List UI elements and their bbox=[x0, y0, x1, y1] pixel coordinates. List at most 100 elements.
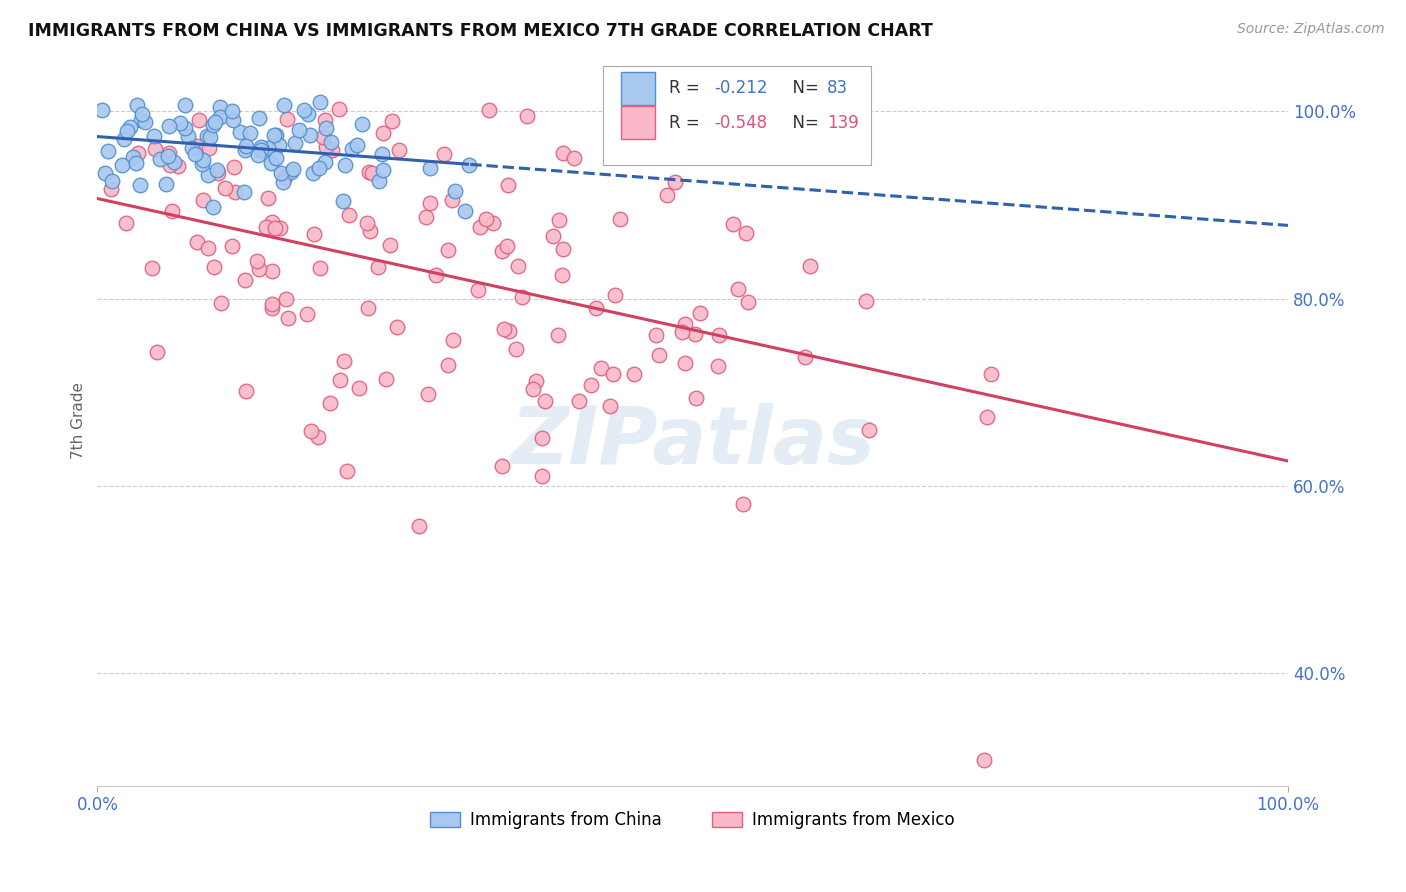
Point bbox=[263, 128, 285, 143]
Point bbox=[799, 260, 821, 274]
Point bbox=[689, 306, 711, 320]
Text: ZIPatlas: ZIPatlas bbox=[510, 403, 875, 482]
Point bbox=[209, 295, 232, 310]
Point bbox=[191, 193, 214, 207]
Point bbox=[114, 216, 136, 230]
Point bbox=[235, 273, 257, 287]
Point bbox=[368, 174, 391, 188]
Point bbox=[117, 124, 139, 138]
Point bbox=[371, 146, 394, 161]
Point bbox=[198, 130, 221, 145]
Point bbox=[257, 191, 280, 205]
Point bbox=[186, 235, 208, 249]
Point bbox=[315, 140, 337, 154]
Point bbox=[579, 377, 602, 392]
Point bbox=[246, 254, 269, 268]
Point bbox=[247, 111, 270, 125]
Point bbox=[304, 227, 326, 242]
Point bbox=[373, 127, 395, 141]
Point bbox=[415, 210, 437, 224]
Point bbox=[505, 343, 527, 357]
Point bbox=[707, 328, 730, 343]
Point bbox=[157, 149, 180, 163]
Point bbox=[321, 135, 343, 149]
Point bbox=[190, 157, 212, 171]
Legend: Immigrants from China, Immigrants from Mexico: Immigrants from China, Immigrants from M… bbox=[423, 805, 962, 836]
Point bbox=[737, 294, 759, 309]
Point bbox=[273, 169, 295, 184]
Point bbox=[129, 113, 152, 128]
Point bbox=[315, 120, 337, 135]
Point bbox=[145, 344, 167, 359]
Point bbox=[288, 122, 311, 136]
Point bbox=[568, 393, 591, 408]
Point bbox=[496, 239, 519, 253]
Point bbox=[157, 146, 180, 161]
Point bbox=[337, 208, 360, 222]
Point bbox=[207, 162, 229, 177]
Point bbox=[551, 243, 574, 257]
FancyBboxPatch shape bbox=[621, 72, 655, 105]
Text: 83: 83 bbox=[827, 79, 848, 97]
Point bbox=[408, 518, 430, 533]
Point bbox=[270, 166, 292, 180]
Point bbox=[267, 137, 290, 152]
Point bbox=[328, 102, 350, 116]
Point bbox=[259, 155, 281, 169]
Point bbox=[516, 109, 538, 123]
Point bbox=[524, 374, 547, 388]
Point bbox=[276, 112, 298, 127]
Point bbox=[973, 753, 995, 767]
Point bbox=[478, 103, 501, 117]
Point bbox=[603, 287, 626, 301]
Point bbox=[281, 161, 304, 176]
Point bbox=[685, 391, 707, 405]
Point bbox=[193, 153, 215, 167]
Point bbox=[143, 142, 166, 156]
Point bbox=[440, 193, 463, 207]
Point bbox=[388, 144, 411, 158]
Point bbox=[309, 95, 332, 110]
Point bbox=[222, 113, 245, 128]
Point bbox=[263, 221, 285, 235]
Point bbox=[247, 147, 270, 161]
Point bbox=[731, 497, 754, 511]
Point bbox=[457, 158, 479, 172]
Point bbox=[101, 174, 124, 188]
Point bbox=[301, 166, 323, 180]
Point bbox=[655, 188, 678, 202]
Point bbox=[623, 367, 645, 381]
Point bbox=[644, 328, 666, 343]
Point bbox=[221, 239, 243, 253]
Point bbox=[209, 110, 232, 124]
Point bbox=[332, 353, 354, 368]
Point bbox=[187, 113, 209, 128]
Point bbox=[381, 114, 404, 128]
Point bbox=[359, 224, 381, 238]
Point bbox=[385, 319, 408, 334]
Point bbox=[198, 141, 221, 155]
Point bbox=[197, 241, 219, 255]
Point bbox=[120, 120, 142, 134]
Point bbox=[321, 143, 343, 157]
Y-axis label: 7th Grade: 7th Grade bbox=[72, 382, 86, 459]
Point bbox=[260, 215, 283, 229]
Point bbox=[496, 178, 519, 192]
Point bbox=[336, 464, 359, 478]
Point bbox=[97, 145, 120, 159]
FancyBboxPatch shape bbox=[603, 66, 872, 165]
Point bbox=[122, 150, 145, 164]
Point bbox=[437, 358, 460, 372]
Point bbox=[204, 115, 226, 129]
Point bbox=[530, 469, 553, 483]
Point bbox=[585, 301, 607, 315]
Point bbox=[127, 98, 149, 112]
Point bbox=[333, 158, 356, 172]
Text: R =: R = bbox=[669, 79, 704, 97]
Point bbox=[269, 221, 291, 235]
Point bbox=[735, 226, 758, 240]
Point bbox=[441, 333, 464, 347]
Text: -0.548: -0.548 bbox=[714, 113, 768, 132]
Point bbox=[308, 161, 330, 175]
Point bbox=[249, 262, 271, 277]
